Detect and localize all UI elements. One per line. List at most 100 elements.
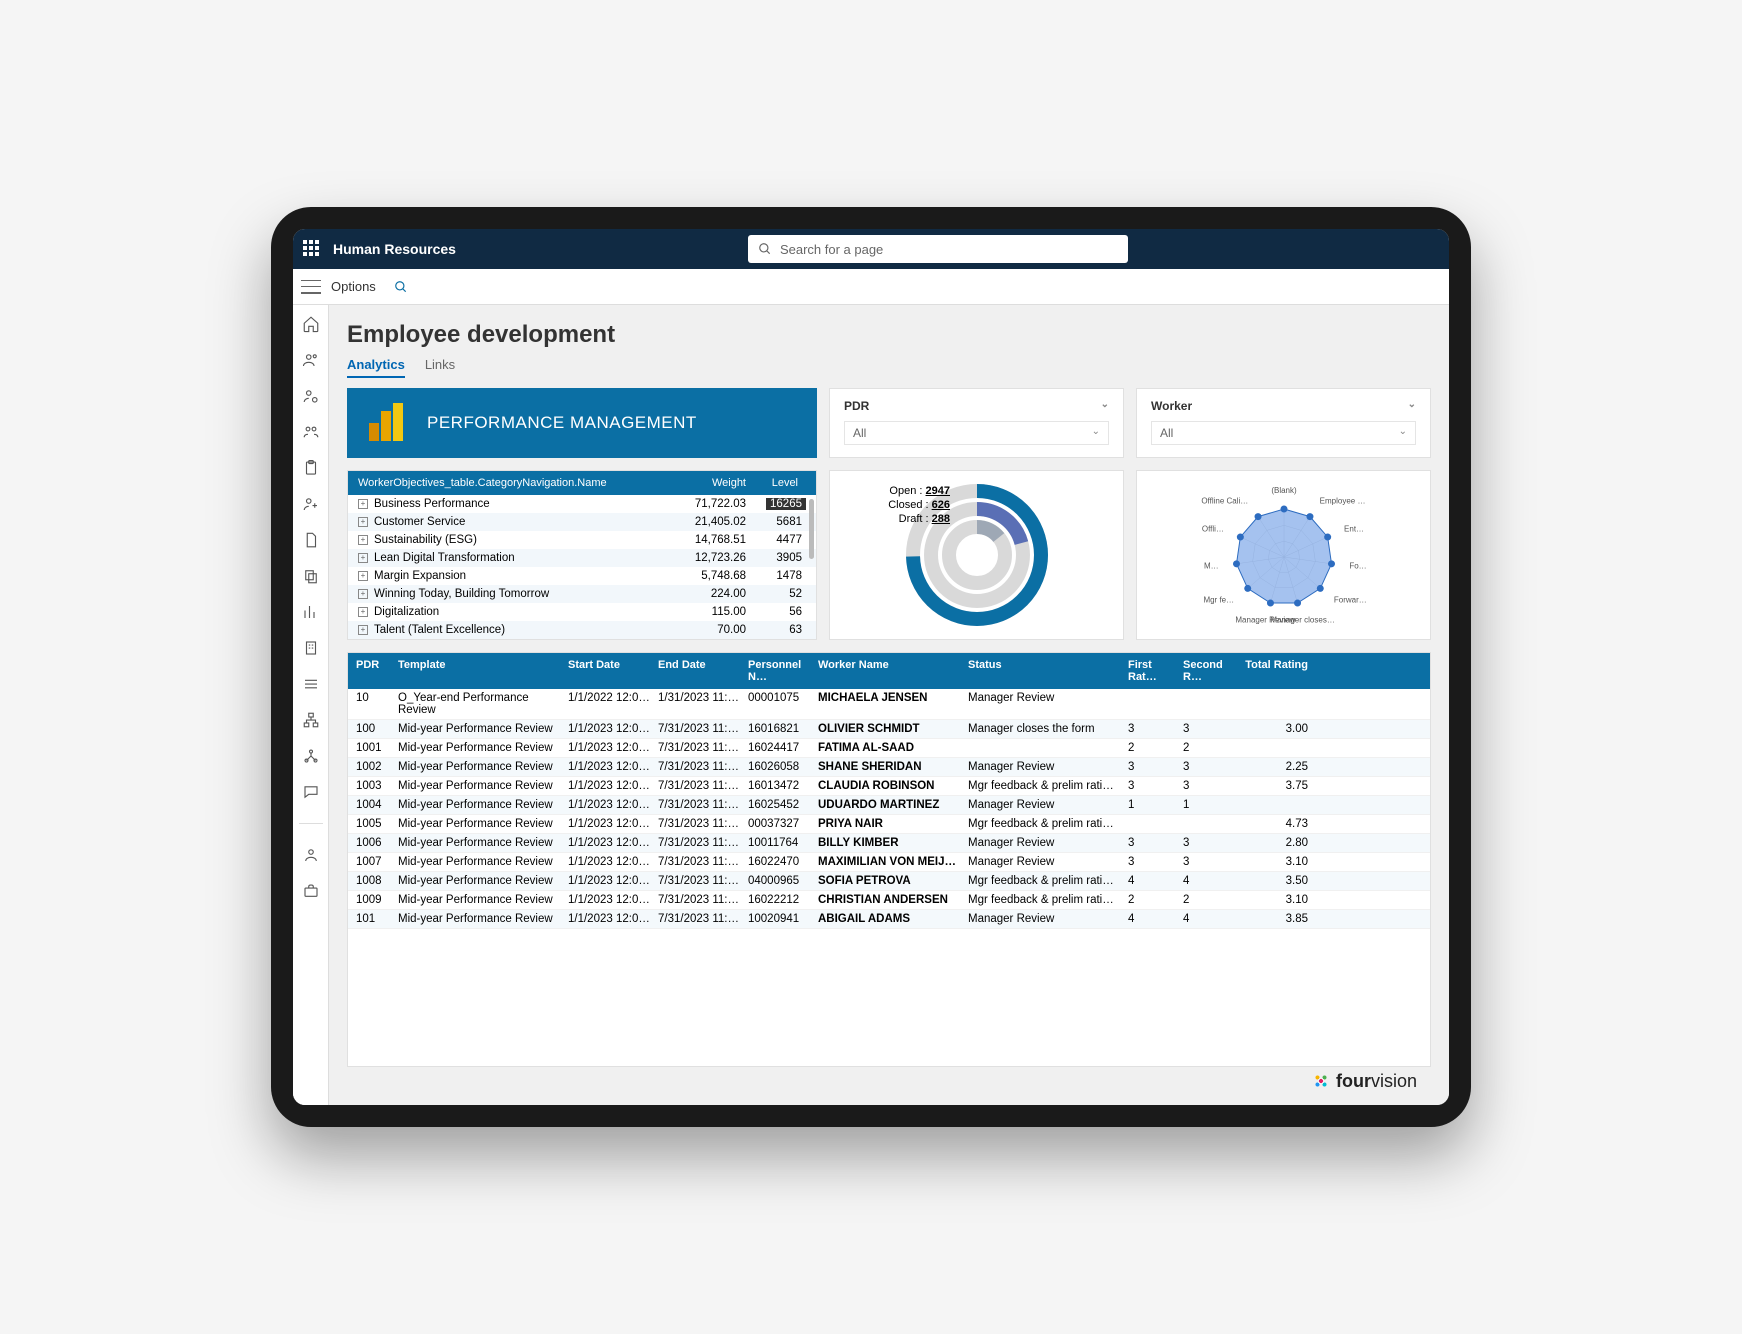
svg-text:Employee …: Employee … <box>1319 497 1365 506</box>
col-status[interactable]: Status <box>968 659 1128 683</box>
table-row[interactable]: +Digitalization115.0056 <box>348 603 816 621</box>
table-row[interactable]: +Reshape our Targeted Operating Model-Op… <box>348 639 816 640</box>
obj-weight: 12,723.26 <box>676 552 746 564</box>
expand-icon[interactable]: + <box>358 589 368 599</box>
col-pdr[interactable]: PDR <box>356 659 398 683</box>
banner: PERFORMANCE MANAGEMENT <box>347 388 817 458</box>
copy-icon[interactable] <box>302 567 320 585</box>
analytics-icon[interactable] <box>302 603 320 621</box>
table-row[interactable]: 1009Mid-year Performance Review1/1/2023 … <box>348 891 1430 910</box>
table-row[interactable]: +Talent (Talent Excellence)70.0063 <box>348 621 816 639</box>
table-row[interactable]: +Customer Service21,405.025681 <box>348 513 816 531</box>
donut-labels: Open : 2947 Closed : 626 Draft : 288 <box>860 485 950 527</box>
options-button[interactable]: Options <box>331 279 376 294</box>
col-first-rating[interactable]: First Rat… <box>1128 659 1183 683</box>
table-row[interactable]: 1007Mid-year Performance Review1/1/2023 … <box>348 853 1430 872</box>
obj-name: Winning Today, Building Tomorrow <box>374 588 549 600</box>
table-row[interactable]: 10O_Year-end Performance Review1/1/2022 … <box>348 689 1430 720</box>
obj-name: Margin Expansion <box>374 570 466 582</box>
briefcase-icon[interactable] <box>302 882 320 900</box>
obj-level: 52 <box>785 588 806 600</box>
search-small-icon[interactable] <box>394 280 408 294</box>
table-row[interactable]: 1004Mid-year Performance Review1/1/2023 … <box>348 796 1430 815</box>
people-icon[interactable] <box>302 351 320 369</box>
obj-name: Lean Digital Transformation <box>374 552 515 564</box>
filter-worker: Worker ⌄ All⌄ <box>1136 388 1431 458</box>
hamburger-icon[interactable] <box>301 280 321 294</box>
screen: Human Resources Search for a page Option… <box>293 229 1449 1105</box>
search-input[interactable]: Search for a page <box>748 235 1128 263</box>
svg-text:M…: M… <box>1203 562 1218 571</box>
document-icon[interactable] <box>302 531 320 549</box>
col-start[interactable]: Start Date <box>568 659 658 683</box>
col-end[interactable]: End Date <box>658 659 748 683</box>
expand-icon[interactable]: + <box>358 535 368 545</box>
org-icon[interactable] <box>302 747 320 765</box>
side-nav <box>293 305 329 1105</box>
table-row[interactable]: +Winning Today, Building Tomorrow224.005… <box>348 585 816 603</box>
chevron-down-icon: ⌄ <box>1092 426 1100 440</box>
obj-weight: 5,748.68 <box>676 570 746 582</box>
svg-text:Ent…: Ent… <box>1344 525 1364 534</box>
radar-chart: (Blank)Employee …Ent…Fo…Forwar…Manager c… <box>1136 470 1431 640</box>
tab-analytics[interactable]: Analytics <box>347 357 405 378</box>
table-row[interactable]: 100Mid-year Performance Review1/1/2023 1… <box>348 720 1430 739</box>
person-plus-icon[interactable] <box>302 495 320 513</box>
chat-icon[interactable] <box>302 783 320 801</box>
team-icon[interactable] <box>302 423 320 441</box>
table-row[interactable]: 1006Mid-year Performance Review1/1/2023 … <box>348 834 1430 853</box>
chevron-down-icon[interactable]: ⌄ <box>1408 399 1416 413</box>
table-row[interactable]: +Business Performance71,722.0316265 <box>348 495 816 513</box>
chevron-down-icon[interactable]: ⌄ <box>1101 399 1109 413</box>
clipboard-icon[interactable] <box>302 459 320 477</box>
table-row[interactable]: 1005Mid-year Performance Review1/1/2023 … <box>348 815 1430 834</box>
col-name[interactable]: WorkerObjectives_table.CategoryNavigatio… <box>358 477 676 489</box>
svg-text:Fo…: Fo… <box>1349 562 1366 571</box>
col-weight[interactable]: Weight <box>676 477 746 489</box>
svg-text:(Blank): (Blank) <box>1271 486 1297 495</box>
obj-level: 16265 <box>766 498 806 510</box>
person-icon[interactable] <box>302 846 320 864</box>
hierarchy-icon[interactable] <box>302 711 320 729</box>
filter-pdr: PDR⌄ All⌄ <box>829 388 1124 458</box>
table-row[interactable]: +Sustainability (ESG)14,768.514477 <box>348 531 816 549</box>
table-row[interactable]: 1002Mid-year Performance Review1/1/2023 … <box>348 758 1430 777</box>
table-row[interactable]: +Margin Expansion5,748.681478 <box>348 567 816 585</box>
home-icon[interactable] <box>302 315 320 333</box>
col-level[interactable]: Level <box>746 477 806 489</box>
col-template[interactable]: Template <box>398 659 568 683</box>
table-row[interactable]: 101Mid-year Performance Review1/1/2023 1… <box>348 910 1430 929</box>
col-total-rating[interactable]: Total Rating <box>1243 659 1308 683</box>
app-launcher-icon[interactable] <box>303 240 321 258</box>
radar-svg: (Blank)Employee …Ent…Fo…Forwar…Manager c… <box>1169 475 1399 635</box>
objectives-table: WorkerObjectives_table.CategoryNavigatio… <box>347 470 817 640</box>
building-icon[interactable] <box>302 639 320 657</box>
col-personnel[interactable]: Personnel N… <box>748 659 818 683</box>
banner-title: PERFORMANCE MANAGEMENT <box>427 413 697 433</box>
col-second-rating[interactable]: Second R… <box>1183 659 1243 683</box>
tab-links[interactable]: Links <box>425 357 455 378</box>
expand-icon[interactable]: + <box>358 571 368 581</box>
obj-weight: 70.00 <box>676 624 746 636</box>
filter-pdr-value[interactable]: All⌄ <box>844 421 1109 445</box>
expand-icon[interactable]: + <box>358 517 368 527</box>
main-content: Employee development Analytics Links PER… <box>329 305 1449 1105</box>
expand-icon[interactable]: + <box>358 553 368 563</box>
expand-icon[interactable]: + <box>358 499 368 509</box>
table-row[interactable]: 1008Mid-year Performance Review1/1/2023 … <box>348 872 1430 891</box>
expand-icon[interactable]: + <box>358 625 368 635</box>
obj-weight: 71,722.03 <box>676 498 746 510</box>
obj-weight: 115.00 <box>676 606 746 618</box>
list-icon[interactable] <box>302 675 320 693</box>
table-row[interactable]: +Lean Digital Transformation12,723.26390… <box>348 549 816 567</box>
person-gear-icon[interactable] <box>302 387 320 405</box>
expand-icon[interactable]: + <box>358 607 368 617</box>
obj-weight: 21,405.02 <box>676 516 746 528</box>
obj-level: 63 <box>785 624 806 636</box>
table-row[interactable]: 1001Mid-year Performance Review1/1/2023 … <box>348 739 1430 758</box>
col-worker[interactable]: Worker Name <box>818 659 968 683</box>
filter-worker-label: Worker <box>1151 399 1192 413</box>
filter-worker-value[interactable]: All⌄ <box>1151 421 1416 445</box>
scrollbar[interactable] <box>809 499 814 559</box>
table-row[interactable]: 1003Mid-year Performance Review1/1/2023 … <box>348 777 1430 796</box>
